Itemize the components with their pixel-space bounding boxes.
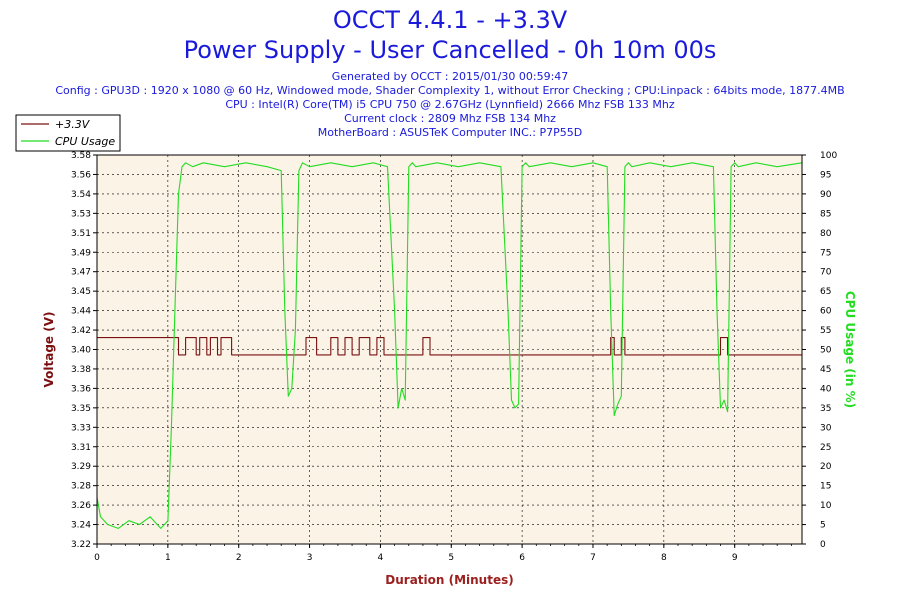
y-right-tick-label: 25: [820, 443, 831, 453]
info-motherboard: MotherBoard : ASUSTeK Computer INC.: P7P…: [317, 126, 583, 139]
y-left-tick-label: 3.44: [71, 307, 91, 317]
y-right-tick-label: 85: [820, 209, 831, 219]
y-axis-left-label: Voltage (V): [42, 312, 56, 388]
series-line-voltage: [97, 337, 802, 356]
y-right-tick-label: 20: [820, 462, 832, 472]
y-left-tick-label: 3.28: [71, 482, 91, 492]
plot-frame: [96, 154, 803, 545]
y-left-tick-label: 3.36: [71, 384, 91, 394]
y-left-tick-label: 3.56: [71, 170, 91, 180]
y-left-tick-label: 3.29: [71, 462, 91, 472]
y-left-tick-label: 3.38: [71, 365, 91, 375]
y-right-tick-label: 0: [820, 540, 826, 550]
x-tick-label: 3: [307, 553, 313, 563]
legend-label-voltage: +3.3V: [55, 118, 91, 131]
y-axis-left: 3.22 3.24 3.26 3.28 3.29 3.31 3.33 3.35 3.36 3.38…: [71, 151, 97, 550]
y-left-tick-label: 3.51: [71, 229, 91, 239]
y-left-tick-label: 3.47: [71, 268, 91, 278]
y-right-tick-label: 30: [820, 423, 832, 433]
y-left-tick-label: 3.58: [71, 151, 91, 161]
y-right-tick-label: 75: [820, 248, 831, 258]
y-left-tick-label: 3.54: [71, 190, 91, 200]
y-left-tick-label: 3.22: [71, 540, 91, 550]
info-cpu: CPU : Intel(R) Core(TM) i5 CPU 750 @ 2.6…: [225, 98, 675, 111]
y-right-tick-label: 35: [820, 404, 831, 414]
y-right-tick-label: 55: [820, 326, 831, 336]
y-axis-right: 0 5 10 15 20 25 30 35 40 45 50 55 60 65 70 75 80 85 90 95 10…: [802, 151, 837, 550]
chart-title: OCCT 4.4.1 - +3.3V: [332, 6, 568, 34]
y-right-tick-label: 80: [820, 229, 832, 239]
y-left-tick-label: 3.42: [71, 326, 91, 336]
x-tick-label: 7: [590, 553, 596, 563]
y-right-tick-label: 10: [820, 501, 832, 511]
y-left-tick-label: 3.40: [71, 346, 91, 356]
y-right-tick-label: 15: [820, 482, 831, 492]
y-right-tick-label: 95: [820, 170, 831, 180]
y-left-tick-label: 3.31: [71, 443, 91, 453]
series-line-cpu-usage: [96, 162, 803, 529]
x-tick-label: 9: [732, 553, 738, 563]
legend: +3.3V CPU Usage: [15, 114, 121, 152]
x-tick-label: 5: [448, 553, 454, 563]
y-right-tick-label: 70: [820, 268, 832, 278]
x-tick-label: 0: [94, 553, 100, 563]
y-right-tick-label: 40: [820, 384, 832, 394]
plot-area: [97, 155, 802, 544]
x-tick-label: 6: [519, 553, 525, 563]
x-tick-label: 8: [661, 553, 667, 563]
x-axis-label: Duration (Minutes): [385, 573, 513, 587]
y-axis-right-label: CPU Usage (in %): [843, 291, 857, 408]
y-right-tick-label: 45: [820, 365, 831, 375]
y-right-tick-label: 5: [820, 521, 826, 531]
y-left-tick-label: 3.35: [71, 404, 91, 414]
y-left-tick-label: 3.33: [71, 423, 91, 433]
chart-subtitle: Power Supply - User Cancelled - 0h 10m 0…: [183, 36, 717, 64]
info-clock: Current clock : 2809 Mhz FSB 134 Mhz: [344, 112, 556, 125]
y-right-tick-label: 90: [820, 190, 832, 200]
y-left-tick-label: 3.26: [71, 501, 91, 511]
x-tick-label: 2: [236, 553, 242, 563]
y-right-tick-label: 60: [820, 307, 832, 317]
y-left-tick-label: 3.45: [71, 287, 91, 297]
y-left-tick-label: 3.53: [71, 209, 91, 219]
x-tick-label: 1: [165, 553, 171, 563]
info-config: Config : GPU3D : 1920 x 1080 @ 60 Hz, Wi…: [55, 84, 845, 97]
y-right-tick-label: 100: [820, 151, 837, 161]
x-axis: 0 1 2 3 4 5 6 7 8 9: [94, 544, 792, 563]
y-left-tick-label: 3.24: [71, 521, 91, 531]
y-left-tick-label: 3.49: [71, 248, 91, 258]
legend-label-cpu: CPU Usage: [55, 135, 115, 148]
x-tick-label: 4: [378, 553, 384, 563]
info-generated: Generated by OCCT : 2015/01/30 00:59:47: [331, 70, 569, 83]
series-layer: [96, 162, 803, 529]
y-right-tick-label: 50: [820, 346, 832, 356]
y-right-tick-label: 65: [820, 287, 831, 297]
